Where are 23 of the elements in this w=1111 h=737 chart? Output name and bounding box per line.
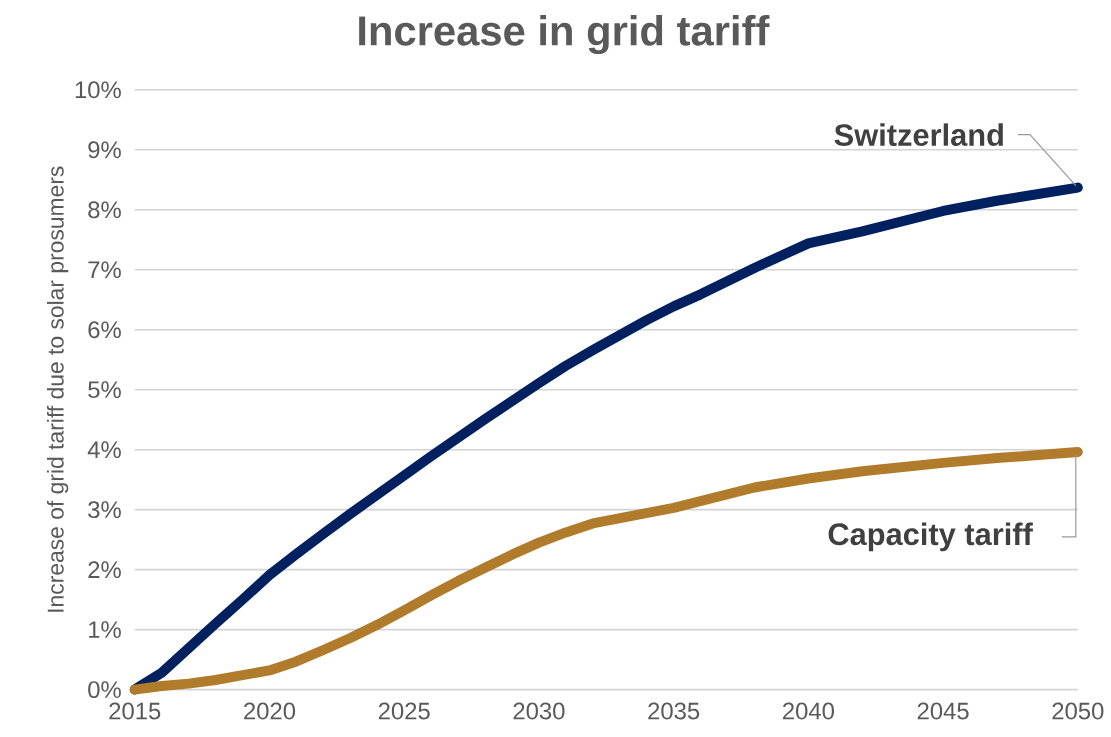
y-tick-label: 8% [88,201,121,219]
y-tick-label: 5% [88,381,121,399]
y-tick-label: 6% [88,321,121,339]
y-tick-label: 9% [88,141,121,159]
x-tick-label: 2035 [648,702,700,720]
x-tick-label: 2025 [378,702,430,720]
x-tick-label: 2020 [244,702,296,720]
series-label: Capacity tariff [828,522,1033,552]
x-tick-label: 2045 [917,702,969,720]
y-tick-label: 10% [75,81,121,99]
y-tick-label: 0% [88,681,121,699]
y-tick-label: 4% [87,441,121,459]
y-tick-label: 3% [88,501,121,519]
x-tick-label: 2050 [1052,702,1104,720]
chart-title: Increase in grid tariff [359,15,770,55]
x-tick-label: 2015 [109,702,161,720]
y-axis-title: Increase of grid tariff due to solar prosumers [46,166,69,612]
x-tick-label: 2030 [513,702,565,720]
y-tick-label: 1% [89,621,121,639]
x-tick-label: 2040 [783,702,834,720]
y-tick-label: 2% [88,561,121,579]
series-label: Switzerland [834,123,1003,147]
y-tick-label: 7% [88,261,121,279]
